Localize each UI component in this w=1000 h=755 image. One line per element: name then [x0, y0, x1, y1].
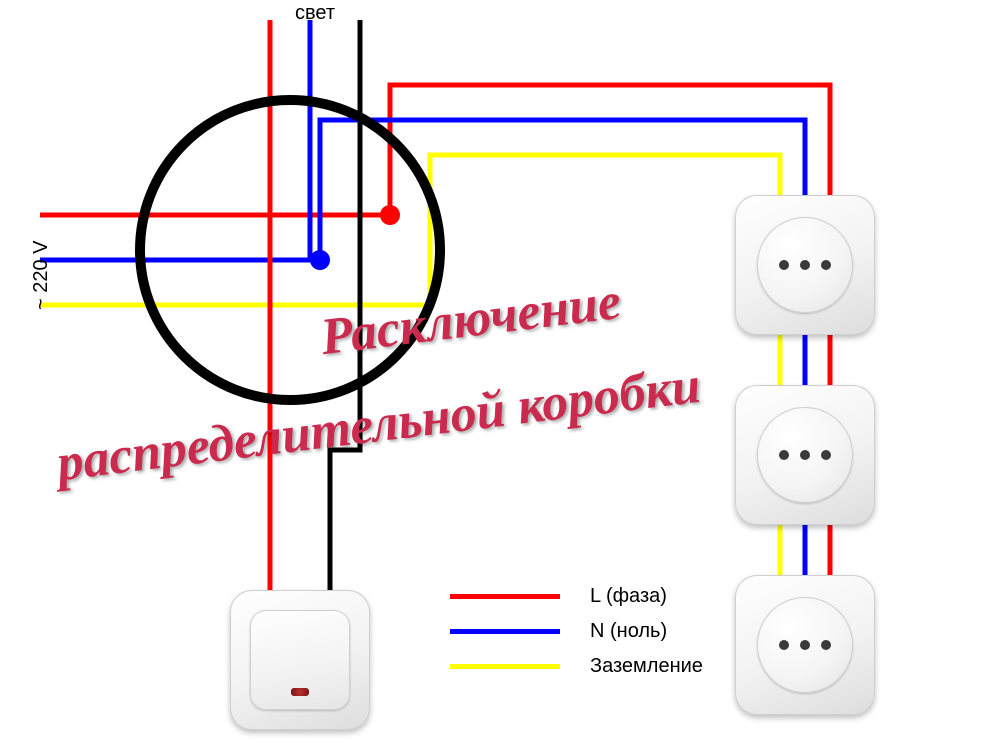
socket-3: [735, 575, 875, 715]
legend-label-neutral: N (ноль): [590, 620, 667, 643]
socket-1: [735, 195, 875, 335]
legend-row-neutral: N (ноль): [450, 620, 703, 643]
overlay-line2: распределительной коробки: [54, 356, 704, 493]
light-switch: [230, 590, 370, 730]
switch-indicator-icon: [291, 688, 309, 696]
legend-label-ground: Заземление: [590, 655, 703, 678]
legend-row-phase: L (фаза): [450, 585, 703, 608]
overlay-line1: Расключение: [318, 272, 624, 367]
label-voltage: ~ 220 V: [30, 240, 53, 310]
legend-row-ground: Заземление: [450, 655, 703, 678]
label-light: свет: [295, 2, 335, 25]
socket-2: [735, 385, 875, 525]
legend-label-phase: L (фаза): [590, 585, 667, 608]
legend: L (фаза) N (ноль) Заземление: [450, 585, 703, 690]
